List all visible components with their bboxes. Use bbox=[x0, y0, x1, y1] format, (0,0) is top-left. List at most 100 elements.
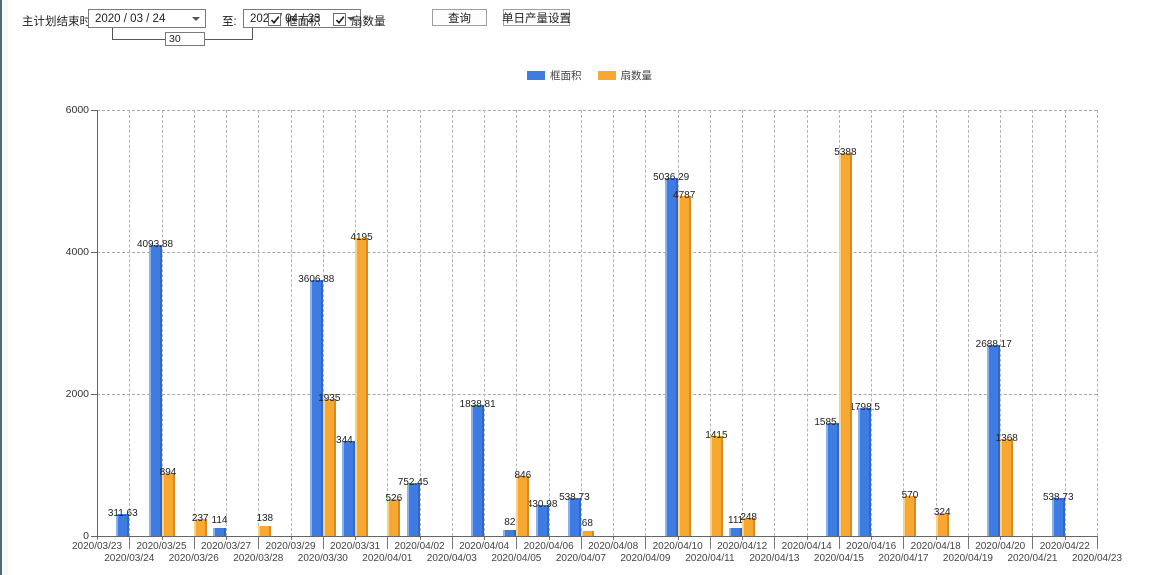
v-gridline bbox=[967, 110, 969, 536]
bar-扇数量-2020/03/26[interactable] bbox=[193, 519, 207, 536]
v-gridline bbox=[1064, 110, 1066, 536]
connector-line bbox=[252, 28, 253, 40]
bar-value-label: 538.73 bbox=[559, 491, 590, 503]
days-interval-input[interactable]: 30 bbox=[165, 32, 205, 46]
bar-扇数量-2020/04/05[interactable] bbox=[516, 475, 530, 536]
x-tick bbox=[193, 536, 195, 549]
h-gridline-2000 bbox=[97, 394, 1097, 395]
bar-框面积-2020/04/16[interactable] bbox=[858, 408, 872, 536]
bar-扇数量-2020/04/18[interactable] bbox=[935, 512, 949, 536]
bar-框面积-2020/04/20[interactable] bbox=[987, 345, 1001, 536]
v-gridline bbox=[1097, 110, 1098, 536]
daily-output-settings-button[interactable]: 单日产量设置 bbox=[502, 9, 571, 26]
x-tick-label: 2020/03/30 bbox=[297, 553, 348, 564]
bar-框面积-2020/04/02[interactable] bbox=[406, 482, 420, 536]
fan-count-checkbox-label[interactable]: 扇数量 bbox=[351, 16, 386, 28]
bar-value-label: 138 bbox=[256, 513, 274, 525]
bar-框面积-2020/04/15[interactable] bbox=[825, 423, 839, 536]
x-tick bbox=[806, 536, 808, 540]
bar-扇数量-2020/04/12[interactable] bbox=[742, 518, 756, 536]
bar-扇数量-2020/04/17[interactable] bbox=[903, 495, 917, 536]
x-tick bbox=[677, 536, 679, 540]
dropdown-arrow-icon[interactable] bbox=[192, 17, 200, 21]
bar-扇数量-2020/04/15[interactable] bbox=[838, 153, 852, 536]
x-axis bbox=[97, 536, 1097, 537]
x-tick-label: 2020/03/29 bbox=[265, 541, 316, 552]
x-tick bbox=[709, 536, 711, 549]
bar-框面积-2020/03/25[interactable] bbox=[148, 245, 162, 536]
bar-框面积-2020/04/04[interactable] bbox=[471, 405, 485, 536]
bar-value-label: 4787 bbox=[673, 190, 696, 202]
bar-value-label: 894 bbox=[159, 466, 177, 478]
legend-label: 扇数量 bbox=[620, 70, 653, 82]
legend-item-fan-count[interactable]: 扇数量 bbox=[597, 68, 653, 83]
bar-扇数量-2020/04/20[interactable] bbox=[1000, 438, 1014, 536]
frame-area-checkbox-label[interactable]: 框面积 bbox=[286, 16, 321, 28]
x-tick-label: 2020/04/03 bbox=[426, 553, 477, 564]
checkbox-check-icon bbox=[335, 15, 344, 24]
x-tick bbox=[871, 536, 873, 540]
x-tick bbox=[774, 536, 776, 549]
v-gridline bbox=[774, 110, 776, 536]
x-tick bbox=[226, 536, 228, 540]
x-tick bbox=[355, 536, 357, 540]
v-gridline bbox=[290, 110, 292, 536]
y-tick bbox=[91, 252, 97, 253]
connector-line bbox=[112, 28, 113, 40]
dropdown-arrow-icon[interactable] bbox=[347, 17, 355, 21]
checkbox-check-icon bbox=[270, 15, 279, 24]
y-tick bbox=[91, 394, 97, 395]
bar-框面积-2020/03/30[interactable] bbox=[309, 279, 323, 536]
x-tick bbox=[516, 536, 518, 549]
y-axis-label: 6000 bbox=[65, 104, 89, 116]
bar-框面积-2020/04/06[interactable] bbox=[535, 505, 549, 536]
x-tick-label: 2020/03/28 bbox=[233, 553, 284, 564]
x-tick-label: 2020/04/06 bbox=[523, 541, 574, 552]
bar-扇数量-2020/03/28[interactable] bbox=[258, 526, 272, 536]
bar-value-label: 5036.29 bbox=[653, 172, 690, 184]
x-tick-label: 2020/04/15 bbox=[813, 553, 864, 564]
bar-扇数量-2020/04/01[interactable] bbox=[387, 498, 401, 536]
v-gridline bbox=[806, 110, 808, 536]
bar-扇数量-2020/03/25[interactable] bbox=[161, 472, 175, 536]
bar-框面积-2020/03/27[interactable] bbox=[213, 527, 227, 536]
bar-value-label: 1798.5 bbox=[849, 402, 880, 414]
x-tick bbox=[1064, 536, 1066, 540]
bar-扇数量-2020/03/31[interactable] bbox=[355, 238, 369, 536]
bar-扇数量-2020/04/11[interactable] bbox=[709, 435, 723, 536]
bar-value-label: 4093.88 bbox=[136, 239, 174, 251]
bar-value-label: 3606.88 bbox=[298, 273, 335, 285]
x-tick-label: 2020/03/26 bbox=[168, 553, 219, 564]
x-tick-label: 2020/03/27 bbox=[201, 541, 252, 552]
connector-line bbox=[112, 39, 165, 40]
v-gridline bbox=[161, 110, 163, 536]
legend-item-frame-area[interactable]: 框面积 bbox=[527, 68, 582, 83]
frame-area-checkbox[interactable] bbox=[268, 13, 281, 26]
bar-value-label: 1585.96 bbox=[814, 417, 851, 429]
v-gridline bbox=[903, 110, 905, 536]
bar-框面积-2020/04/07[interactable] bbox=[567, 497, 581, 536]
h-gridline-6000 bbox=[97, 110, 1097, 111]
x-tick-label: 2020/04/12 bbox=[717, 541, 768, 552]
date-from-picker[interactable]: 2020 / 03 / 24 bbox=[88, 9, 206, 28]
bar-框面积-2020/03/24[interactable] bbox=[116, 513, 130, 536]
bar-value-label: 430.98 bbox=[526, 499, 558, 511]
bar-扇数量-2020/03/30[interactable] bbox=[322, 398, 336, 536]
bar-扇数量-2020/04/07[interactable] bbox=[580, 531, 594, 536]
query-button[interactable]: 查询 bbox=[432, 9, 487, 26]
x-tick-label: 2020/04/23 bbox=[1071, 553, 1123, 564]
bar-value-label: 846 bbox=[514, 469, 532, 481]
bar-框面积-2020/04/05[interactable] bbox=[503, 530, 517, 536]
bar-框面积-2020/04/22[interactable] bbox=[1051, 497, 1065, 536]
bar-框面积-2020/04/10[interactable] bbox=[664, 178, 678, 536]
bar-框面积-2020/04/12[interactable] bbox=[729, 528, 743, 536]
bar-扇数量-2020/04/10[interactable] bbox=[677, 196, 691, 536]
x-tick-label: 2020/03/31 bbox=[330, 541, 381, 552]
bar-value-label: 570 bbox=[901, 489, 919, 501]
y-tick bbox=[91, 536, 97, 537]
x-tick-label: 2020/04/07 bbox=[555, 553, 606, 564]
h-gridline-4000 bbox=[97, 252, 1097, 253]
fan-count-checkbox[interactable] bbox=[333, 13, 346, 26]
bar-框面积-2020/03/31[interactable] bbox=[342, 440, 356, 536]
